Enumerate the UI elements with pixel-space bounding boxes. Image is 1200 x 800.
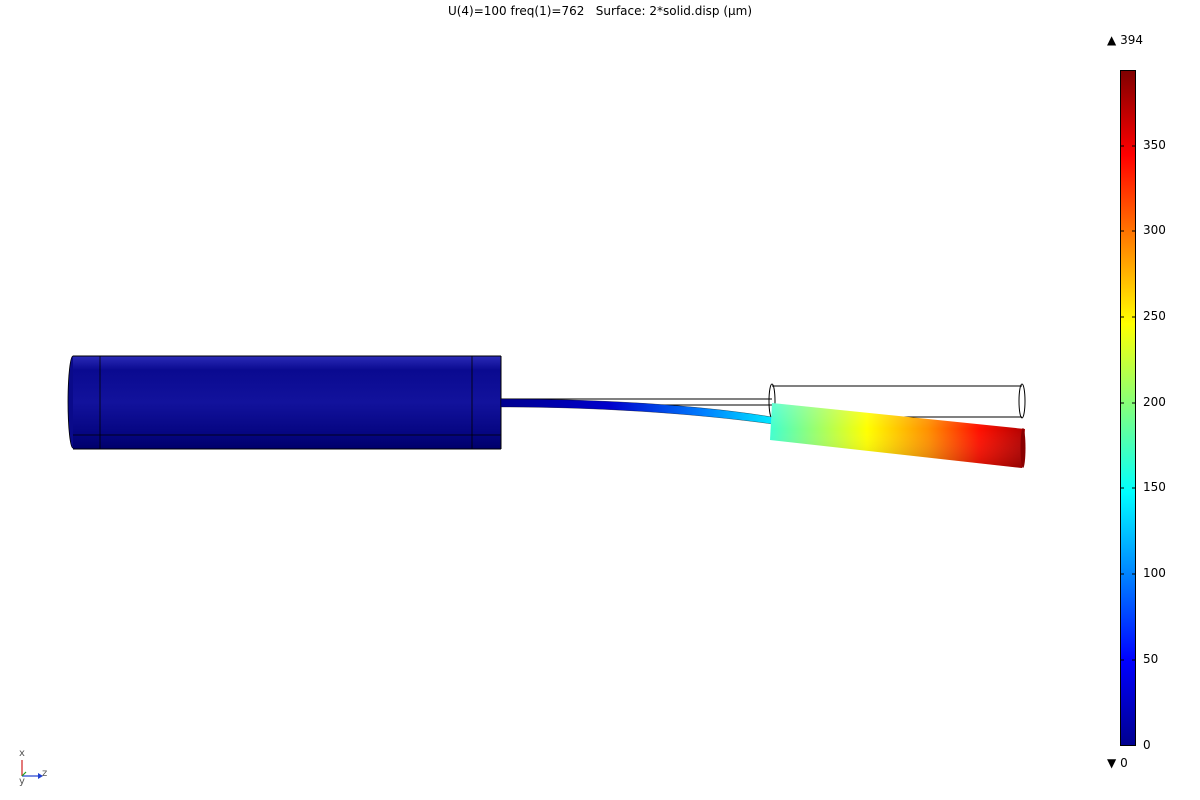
colorbar-tick-label: 350 bbox=[1143, 138, 1166, 152]
colorbar-tick-label: 200 bbox=[1143, 395, 1166, 409]
colorbar bbox=[1120, 70, 1136, 746]
colorbar-tick-label: 0 bbox=[1143, 738, 1151, 752]
colorbar-tick-label: 150 bbox=[1143, 480, 1166, 494]
axis-arrows-icon bbox=[21, 760, 43, 779]
colorbar-max: ▲ 394 bbox=[1107, 33, 1143, 47]
base-cylinder[interactable] bbox=[67, 355, 502, 450]
colorbar-max-label: 394 bbox=[1120, 33, 1143, 47]
colorbar-min-label: 0 bbox=[1120, 756, 1128, 770]
colorbar-tick-label: 100 bbox=[1143, 566, 1166, 580]
axis-z-label: z bbox=[42, 768, 48, 779]
deformed-tip-mass[interactable] bbox=[770, 403, 1026, 468]
triangle-up-icon: ▲ bbox=[1107, 33, 1117, 47]
axis-y-label: y bbox=[19, 776, 25, 787]
axis-x-label: x bbox=[19, 748, 25, 759]
colorbar-min: ▼ 0 bbox=[1107, 756, 1128, 770]
colorbar-tick-label: 250 bbox=[1143, 309, 1166, 323]
plot-title: U(4)=100 freq(1)=762 Surface: 2*solid.di… bbox=[447, 4, 753, 18]
colorbar-tick-label: 300 bbox=[1143, 223, 1166, 237]
axis-triad: x y z bbox=[12, 748, 62, 788]
triangle-down-icon: ▼ bbox=[1107, 756, 1117, 770]
colorbar-tick-label: 50 bbox=[1143, 652, 1159, 666]
